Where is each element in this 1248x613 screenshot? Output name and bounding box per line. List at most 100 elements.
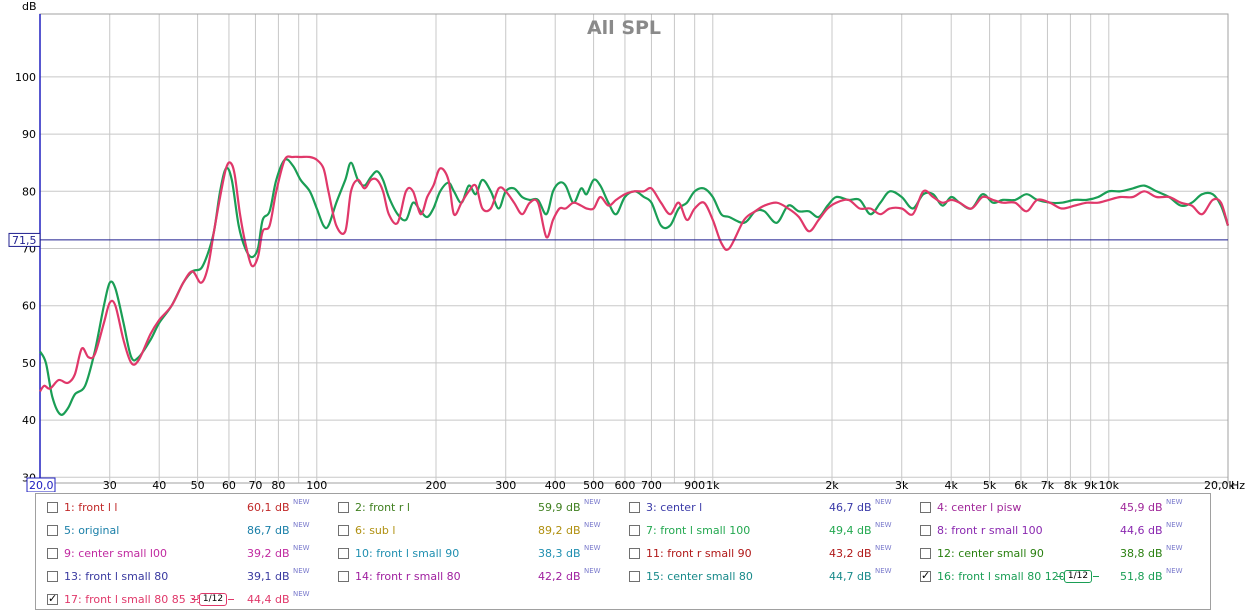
legend-item-label: 4: center l pisw bbox=[937, 501, 1022, 514]
new-badge: NEW bbox=[875, 544, 892, 552]
legend-checkbox[interactable] bbox=[47, 592, 58, 605]
x-tick-label: 7k bbox=[1041, 479, 1055, 492]
x-tick-label: 500 bbox=[583, 479, 604, 492]
legend-item-label: 9: center small l00 bbox=[64, 547, 167, 560]
legend-item-label: 5: original bbox=[64, 524, 120, 537]
legend-checkbox[interactable] bbox=[47, 571, 58, 582]
legend-item-value: 86,7 dB bbox=[247, 524, 290, 537]
chart-title: All SPL bbox=[587, 17, 661, 39]
legend-item-value: 44,4 dB bbox=[247, 593, 290, 606]
legend-item[interactable]: 1: front l l 60,1 dB NEW bbox=[36, 497, 327, 520]
x-tick-label: 30 bbox=[103, 479, 117, 492]
legend-item-label: 6: sub l bbox=[355, 524, 396, 537]
new-badge: NEW bbox=[293, 567, 310, 575]
grid-lines bbox=[40, 14, 1229, 483]
new-badge: NEW bbox=[1166, 567, 1183, 575]
x-tick-label: 6k bbox=[1014, 479, 1028, 492]
series-line-1 bbox=[39, 158, 1230, 416]
legend-item[interactable]: 5: original 86,7 dB NEW bbox=[36, 520, 327, 543]
legend-panel: 1: front l l 60,1 dB NEW 2: front r l 59,9 d… bbox=[35, 493, 1211, 610]
series-curves bbox=[39, 155, 1230, 416]
x-tick-label: 50 bbox=[191, 479, 205, 492]
legend-checkbox[interactable] bbox=[920, 525, 931, 536]
x-tick-label: 60 bbox=[222, 479, 236, 492]
level-cursor-box[interactable] bbox=[8, 232, 41, 247]
legend-item[interactable]: 8: front r small 100 44,6 dB NEW bbox=[909, 520, 1200, 543]
new-badge: NEW bbox=[584, 567, 601, 575]
legend-checkbox[interactable] bbox=[338, 548, 349, 559]
legend-item-label: 1: front l l bbox=[64, 501, 118, 514]
legend-checkbox[interactable] bbox=[338, 571, 349, 582]
legend-item-label: 8: front r small 100 bbox=[937, 524, 1043, 537]
new-badge: NEW bbox=[293, 498, 310, 506]
legend-checkbox[interactable] bbox=[629, 571, 640, 582]
x-tick-label: 80 bbox=[271, 479, 285, 492]
legend-item-value: 44,6 dB bbox=[1120, 524, 1163, 537]
spl-chart[interactable]: 30 40 50 60 70 80 90 100 30 40 50 60 70 80 100 200 300 4… bbox=[0, 0, 1248, 492]
legend-item-label: 2: front r l bbox=[355, 501, 410, 514]
x-tick-label: 8k bbox=[1064, 479, 1078, 492]
legend-item-value: 89,2 dB bbox=[538, 524, 581, 537]
legend-item[interactable]: 4: center l pisw 45,9 dB NEW bbox=[909, 497, 1200, 520]
legend-item-value: 51,8 dB bbox=[1120, 570, 1163, 583]
legend-item-value: 42,2 dB bbox=[538, 570, 581, 583]
legend-item[interactable]: 6: sub l 89,2 dB NEW bbox=[327, 520, 618, 543]
legend-item[interactable]: 3: center l 46,7 dB NEW bbox=[618, 497, 909, 520]
x-tick-label: 3k bbox=[895, 479, 909, 492]
legend-item[interactable]: 12: center small 90 38,8 dB NEW bbox=[909, 543, 1200, 566]
legend-item-value: 38,3 dB bbox=[538, 547, 581, 560]
legend-item[interactable]: 2: front r l 59,9 dB NEW bbox=[327, 497, 618, 520]
legend-checkbox[interactable] bbox=[47, 502, 58, 513]
new-badge: NEW bbox=[1166, 498, 1183, 506]
new-badge: NEW bbox=[584, 521, 601, 529]
new-badge: NEW bbox=[584, 544, 601, 552]
legend-checkbox[interactable] bbox=[920, 548, 931, 559]
new-badge: NEW bbox=[875, 498, 892, 506]
x-start-label: 20,0 bbox=[29, 479, 54, 492]
legend-item[interactable]: 15: center small 80 44,7 dB NEW bbox=[618, 566, 909, 589]
y-tick-label: 50 bbox=[22, 357, 36, 370]
x-tick-label: 40 bbox=[152, 479, 166, 492]
smoothing-badge[interactable]: 1/12 bbox=[1057, 570, 1099, 583]
x-tick-label: 900 bbox=[684, 479, 705, 492]
legend-item-value: 39,2 dB bbox=[247, 547, 290, 560]
x-tick-label: 600 bbox=[614, 479, 635, 492]
legend-item[interactable]: 11: front r small 90 43,2 dB NEW bbox=[618, 543, 909, 566]
legend-item-label: 11: front r small 90 bbox=[646, 547, 752, 560]
smoothing-badge[interactable]: 1/12 bbox=[192, 593, 234, 606]
legend-checkbox[interactable] bbox=[629, 548, 640, 559]
legend-checkbox[interactable] bbox=[338, 502, 349, 513]
legend-item-label: 10: front l small 90 bbox=[355, 547, 460, 560]
legend-checkbox[interactable] bbox=[338, 525, 349, 536]
x-end-label: 20,0k bbox=[1204, 479, 1235, 492]
new-badge: NEW bbox=[875, 567, 892, 575]
x-tick-label: 5k bbox=[983, 479, 997, 492]
legend-checkbox[interactable] bbox=[920, 569, 931, 582]
legend-checkbox[interactable] bbox=[47, 525, 58, 536]
legend-item[interactable]: 16: front l small 80 120 351/12 51,8 dBNE… bbox=[909, 566, 1200, 589]
legend-checkbox[interactable] bbox=[629, 525, 640, 536]
legend-item[interactable]: 9: center small l00 39,2 dB NEW bbox=[36, 543, 327, 566]
new-badge: NEW bbox=[875, 521, 892, 529]
legend-checkbox[interactable] bbox=[920, 502, 931, 513]
x-tick-labels: 30 40 50 60 70 80 100 200 300 400 500 600 700 900 1k 2k… bbox=[103, 479, 1120, 492]
legend-item[interactable]: 14: front r small 80 42,2 dB NEW bbox=[327, 566, 618, 589]
legend-item[interactable]: 7: front l small 100 49,4 dB NEW bbox=[618, 520, 909, 543]
y-tick-label: 100 bbox=[15, 71, 36, 84]
x-tick-label: 700 bbox=[641, 479, 662, 492]
x-unit-label: Hz bbox=[1231, 479, 1245, 492]
y-tick-label: 40 bbox=[22, 414, 36, 427]
y-tick-label: 80 bbox=[22, 185, 36, 198]
x-tick-label: 300 bbox=[495, 479, 516, 492]
legend-checkbox[interactable] bbox=[629, 502, 640, 513]
legend-item-label: 14: front r small 80 bbox=[355, 570, 461, 583]
legend-item[interactable]: 10: front l small 90 38,3 dB NEW bbox=[327, 543, 618, 566]
legend-item-value: 45,9 dB bbox=[1120, 501, 1163, 514]
legend-item-label: 17: front l small 80 85 35 bbox=[64, 593, 204, 606]
x-start-box[interactable] bbox=[26, 477, 56, 492]
legend-checkbox[interactable] bbox=[47, 548, 58, 559]
legend-item[interactable]: 13: front l small 80 39,1 dB NEW bbox=[36, 566, 327, 589]
x-tick-label: 9k bbox=[1084, 479, 1098, 492]
x-tick-label: 4k bbox=[945, 479, 959, 492]
